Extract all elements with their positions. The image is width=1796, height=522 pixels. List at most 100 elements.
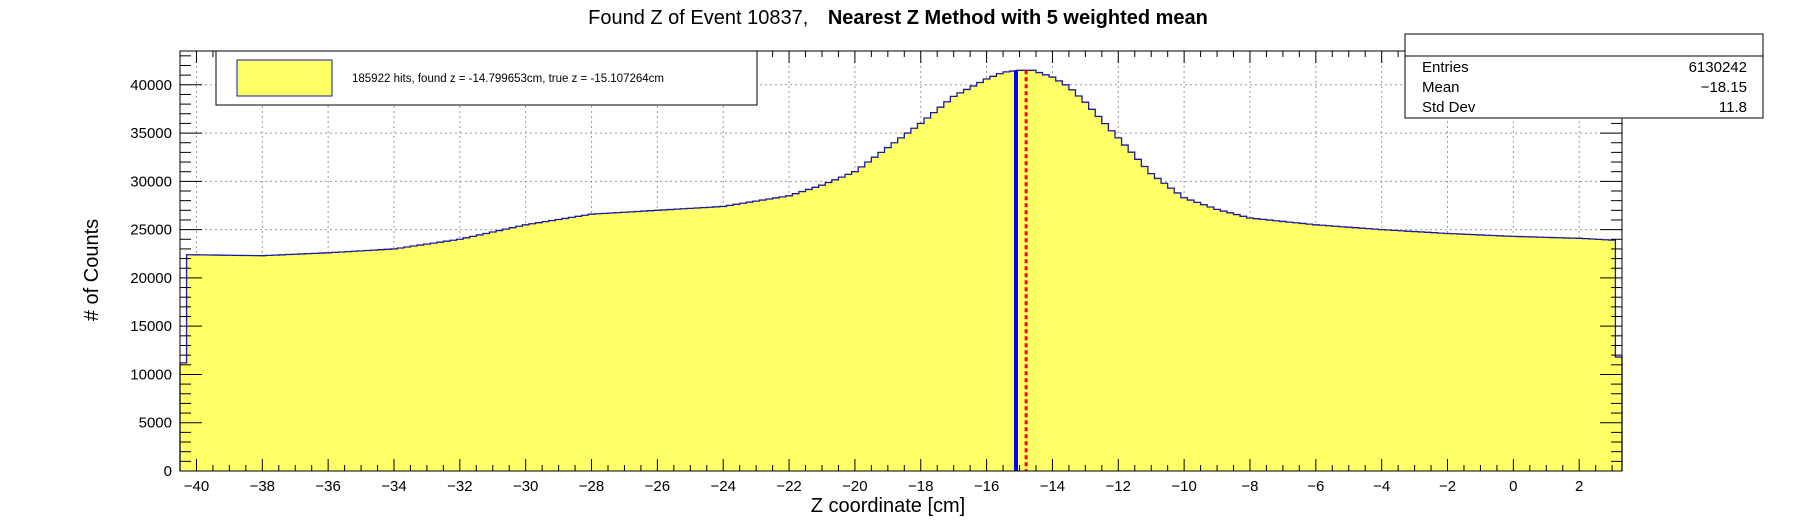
x-tick-label: −10 <box>1171 478 1196 495</box>
histogram-bin <box>877 152 885 471</box>
histogram-bin <box>403 247 411 471</box>
histogram-bin <box>1536 237 1544 471</box>
histogram-bin <box>1022 70 1030 471</box>
histogram-bin <box>1101 123 1109 471</box>
histogram-bin <box>377 249 385 471</box>
histogram-bin <box>706 207 714 471</box>
x-tick-label: −34 <box>381 478 406 495</box>
histogram-bin <box>364 250 372 471</box>
histogram-bin <box>1503 236 1511 471</box>
histogram-bin <box>212 255 220 471</box>
histogram-bin <box>1589 239 1597 471</box>
histogram-bin <box>1029 70 1037 471</box>
histogram-bin <box>259 255 266 471</box>
histogram-bin <box>1365 228 1373 471</box>
x-tick-label: −32 <box>447 478 472 495</box>
histogram-bin <box>1003 71 1011 472</box>
histogram-bin <box>779 196 787 471</box>
histogram-bin <box>278 254 286 471</box>
histogram-bin <box>476 234 484 471</box>
histogram-bin <box>1253 218 1261 471</box>
histogram-bin <box>1463 234 1471 471</box>
histogram-bin <box>640 211 648 471</box>
y-tick-label: 5000 <box>139 415 172 432</box>
x-tick-label: −2 <box>1439 478 1456 495</box>
x-tick-label: −20 <box>842 478 867 495</box>
histogram-bin <box>812 187 820 471</box>
histogram-bin <box>528 223 536 471</box>
histogram-bin <box>976 82 984 471</box>
stats-std-label: Std Dev <box>1422 99 1476 116</box>
histogram-bin <box>647 210 655 472</box>
y-tick-label: 35000 <box>130 125 172 142</box>
histogram-bin <box>272 255 280 471</box>
histogram-bin <box>897 137 905 471</box>
histogram-bin <box>983 79 991 471</box>
histogram-bin <box>410 246 418 471</box>
histogram-bin <box>1259 219 1267 471</box>
histogram-bin <box>917 123 925 472</box>
histogram-bin <box>1167 188 1175 471</box>
legend-label: 185922 hits, found z = -14.799653cm, tru… <box>352 73 664 85</box>
histogram-bin <box>1220 211 1228 471</box>
histogram-bin <box>1582 238 1590 471</box>
histogram-bin <box>219 255 227 471</box>
x-tick-label: −26 <box>645 478 670 495</box>
histogram-bin <box>1595 239 1603 471</box>
histogram-bin <box>298 253 306 471</box>
histogram-bin <box>634 211 642 471</box>
histogram-bin <box>344 251 352 471</box>
histogram-bin <box>1240 216 1248 471</box>
x-tick-label: −38 <box>250 478 275 495</box>
histogram-bin <box>851 171 859 472</box>
histogram-bin <box>1477 234 1485 471</box>
histogram-bin <box>1450 233 1458 471</box>
histogram-bin <box>700 207 708 471</box>
histogram-bin <box>667 209 675 471</box>
x-tick-label: −12 <box>1106 478 1131 495</box>
histogram-bin <box>1457 234 1465 471</box>
histogram-bin <box>772 197 780 471</box>
histogram-bin <box>456 239 464 471</box>
stats-entries-value: 6130242 <box>1689 59 1747 76</box>
histogram-bin <box>713 206 721 472</box>
histogram-bin <box>1305 224 1313 471</box>
histogram-bin <box>1569 238 1577 471</box>
stats-mean-value: −18.15 <box>1701 79 1747 96</box>
histogram-bin <box>469 236 477 471</box>
histogram-bin <box>766 199 774 471</box>
histogram-bin <box>1233 214 1241 471</box>
title-prefix: Found Z of Event 10837, <box>588 7 808 29</box>
histogram-bin <box>871 157 879 471</box>
histogram-bin <box>838 177 846 471</box>
histogram-bin <box>1312 224 1320 471</box>
histogram-bin <box>1088 109 1096 472</box>
histogram-bin <box>588 214 596 471</box>
x-tick-label: −28 <box>579 478 604 495</box>
histogram-bin <box>950 96 958 472</box>
y-tick-label: 30000 <box>130 173 172 190</box>
histogram-bin <box>1470 234 1478 471</box>
histogram-bin <box>1200 204 1208 472</box>
histogram-bin <box>1121 145 1129 471</box>
histogram-bin <box>673 209 681 471</box>
histogram-bin <box>805 189 813 471</box>
y-tick-label: 40000 <box>130 77 172 94</box>
x-tick-label: −16 <box>974 478 999 495</box>
histogram-bin <box>996 73 1004 471</box>
histogram-bin <box>963 89 971 472</box>
histogram-bin <box>575 216 583 471</box>
histogram-bin <box>338 252 346 471</box>
histogram-bin <box>891 142 899 472</box>
histogram-bin <box>989 76 997 471</box>
histogram-bin <box>199 254 207 471</box>
y-axis-label: # of Counts <box>81 219 103 321</box>
histogram-bin <box>1516 236 1524 471</box>
histogram-bin <box>1299 223 1307 471</box>
histogram-bin <box>502 229 510 471</box>
x-tick-label: −22 <box>776 478 801 495</box>
histogram-bin <box>324 252 332 471</box>
histogram-bin <box>1075 95 1083 471</box>
x-tick-label: −18 <box>908 478 933 495</box>
